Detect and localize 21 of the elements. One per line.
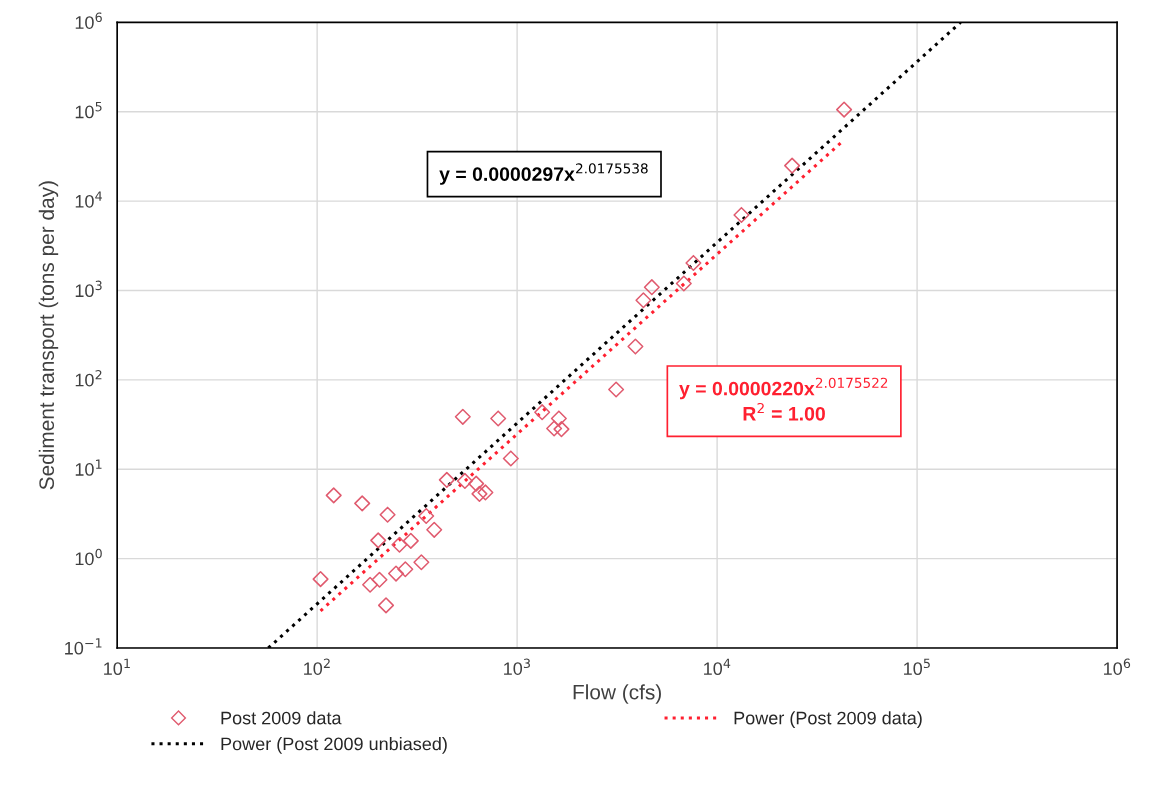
y-tick-label: 10$^{1}$: [75, 459, 102, 476]
annotation: y = 0.0000297x$^{2.0175538}$: [439, 163, 648, 185]
x-axis-title: Flow (cfs): [573, 684, 661, 704]
x-tick-label: 10$^{3}$: [504, 658, 530, 675]
text: y = 0.0000220x$^{2.0175522}$ R$^{2}$ = 1.00: [679, 377, 888, 421]
x-tick-label: 10$^{1}$: [104, 658, 130, 676]
y-tick-label: 10$^{4}$: [75, 191, 102, 208]
legend-label: Post 2009 data: [221, 711, 342, 725]
y-tick-label: 10$^{0}$: [75, 548, 102, 566]
x-tick-label: 10$^{5}$: [904, 658, 930, 676]
legend-label: Power (Post 2009 unbiased): [221, 737, 447, 754]
y-tick-label: 10$^{5}$: [75, 102, 102, 119]
y-tick-label: 10$^{2}$: [75, 369, 102, 387]
x-tick-label: 10$^{4}$: [704, 658, 731, 676]
y-tick-label: 10$^{−1}$: [65, 638, 102, 655]
x-tick-label: 10$^{2}$: [304, 658, 330, 675]
y-tick-label: 10$^{6}$: [75, 12, 102, 29]
x-tick-label: 10$^{6}$: [1104, 658, 1131, 675]
legend-label: Power (Post 2009 data): [734, 711, 922, 728]
y-tick-label: 10$^{3}$: [75, 280, 102, 298]
y-axis-title: Sediment transport (tons per day): [38, 181, 59, 490]
